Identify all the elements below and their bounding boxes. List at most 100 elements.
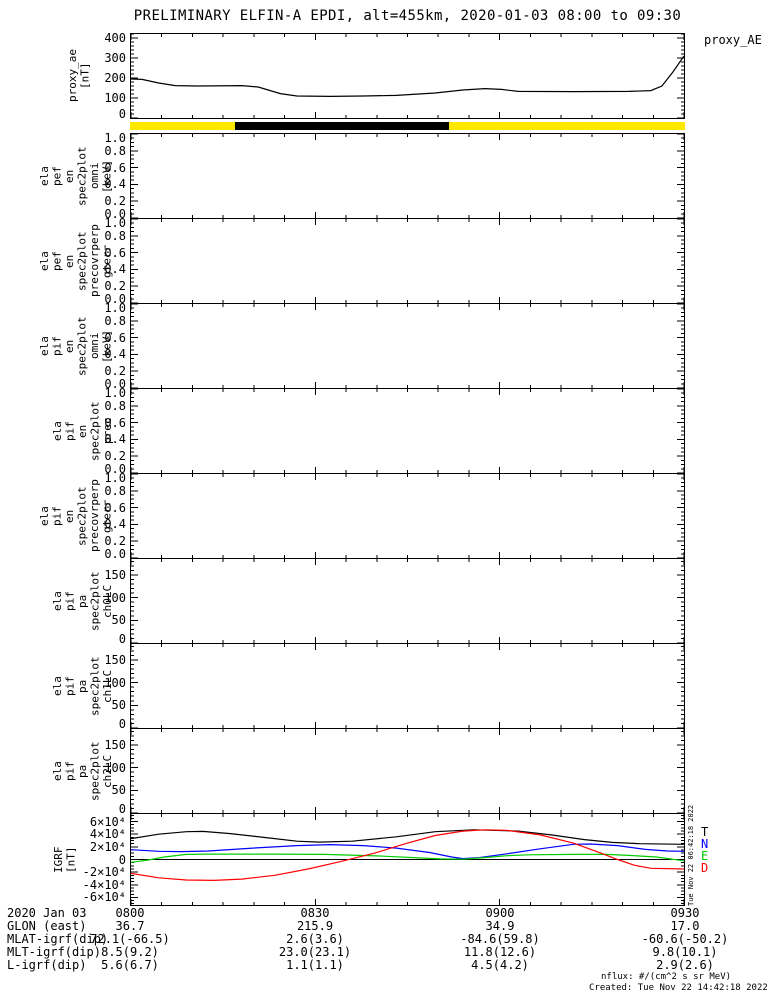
panel-proxy_ae	[130, 33, 685, 119]
ytick-label-ela_pef_en_spec2plot_omni: 0.6	[104, 160, 126, 175]
annotation-row: 2020 Jan 03 0800 0830 0900 0930	[0, 907, 775, 920]
annotation-value: 4.5(4.2)	[471, 958, 529, 972]
annotation-value: 36.7	[115, 919, 145, 933]
ytick-label-ela_pif_en_spec2plot_omni: 0.8	[104, 313, 126, 328]
ytick-label-ela_pif_pa_spec2plot_ch2LC: 0	[118, 802, 126, 816]
ytick-label-ela_pif_en_spec2plot_omni: 0.0	[104, 377, 126, 391]
ytick-label-ela_pif_en_spec2plot_omni: 0.4	[104, 347, 126, 362]
trace-T	[131, 829, 684, 845]
ytick-label-ela_pif_en_spec2plot_omni: 0.2	[104, 364, 126, 379]
legend-entry-D: D	[701, 861, 709, 875]
ytick-label-ela_pef_en_spec2plot_precovrperp_gterr: 0.2	[104, 279, 126, 294]
ytick-label-ela_pif_en_spec2plot_prec: 0.6	[104, 415, 126, 430]
ytick-label-ela_pef_en_spec2plot_precovrperp_gterr: 0.0	[104, 292, 126, 306]
ytick-label-igrf: -2×10⁴	[82, 865, 126, 880]
trace-proxy_ae	[131, 55, 684, 98]
ytick-label-ela_pif_pa_spec2plot_ch2LC: 150	[104, 737, 126, 752]
ytick-label-igrf: 6×10⁴	[89, 814, 126, 829]
ytick-label-ela_pef_en_spec2plot_omni: 1.0	[104, 131, 126, 145]
status-bar	[130, 122, 685, 130]
ytick-label-proxy_ae: 400	[104, 31, 126, 45]
ytick-label-ela_pif_pa_spec2plot_ch0LC: 150	[104, 567, 126, 582]
footer: nflux: #/(cm^2 s sr MeV) Created: Tue No…	[589, 972, 768, 994]
ytick-label-proxy_ae: 200	[104, 71, 126, 85]
ytick-label-igrf: 0	[118, 852, 126, 867]
legend-entry-E: E	[701, 849, 709, 863]
annotation-value: 8.5(9.2)	[101, 945, 159, 959]
footer-created: Created: Tue Nov 22 14:42:18 2022	[589, 983, 768, 993]
annotation-row-label: 2020 Jan 03	[7, 906, 87, 920]
ytick-label-ela_pif_en_spec2plot_precovrperp_gterr: 0.0	[104, 547, 126, 561]
ytick-label-proxy_ae: 100	[104, 91, 126, 105]
ytick-label-ela_pif_pa_spec2plot_ch1LC: 150	[104, 652, 126, 667]
ytick-label-ela_pef_en_spec2plot_precovrperp_gterr: 0.8	[104, 228, 126, 243]
ytick-label-ela_pif_pa_spec2plot_ch2LC: 50	[111, 783, 126, 798]
trace-D	[131, 829, 684, 882]
ytick-label-ela_pef_en_spec2plot_precovrperp_gterr: 0.4	[104, 262, 126, 277]
annotation-row-label: MLT-igrf(dip)	[7, 945, 101, 959]
ytick-label-igrf: -6×10⁴	[82, 890, 126, 905]
annotation-value: 0830	[300, 906, 330, 920]
ytick-label-ela_pef_en_spec2plot_omni: 0.8	[104, 143, 126, 158]
ytick-label-ela_pif_en_spec2plot_precovrperp_gterr: 1.0	[104, 471, 126, 485]
ytick-label-ela_pif_pa_spec2plot_ch1LC: 0	[118, 717, 126, 731]
annotation-value: 34.9	[485, 919, 515, 933]
ytick-label-ela_pef_en_spec2plot_precovrperp_gterr: 1.0	[104, 216, 126, 230]
panel-igrf	[130, 813, 685, 906]
annotation-value: 23.0(23.1)	[278, 945, 352, 959]
ytick-label-igrf: 2×10⁴	[89, 839, 126, 854]
ytick-label-ela_pif_en_spec2plot_omni: 1.0	[104, 301, 126, 315]
ytick-label-ela_pif_en_spec2plot_prec: 0.2	[104, 449, 126, 464]
ytick-label-ela_pif_pa_spec2plot_ch0LC: 0	[118, 632, 126, 646]
annotation-value: 0900	[485, 906, 515, 920]
ytick-label-ela_pif_en_spec2plot_precovrperp_gterr: 0.8	[104, 483, 126, 498]
annotation-value: 0930	[670, 906, 700, 920]
ytick-label-ela_pif_en_spec2plot_precovrperp_gterr: 0.2	[104, 534, 126, 549]
legend-entry-T: T	[701, 825, 709, 839]
ytick-label-ela_pif_en_spec2plot_precovrperp_gterr: 0.4	[104, 517, 126, 532]
annotation-value: 5.6(6.7)	[101, 958, 159, 972]
annotation-row-label: L-igrf(dip)	[7, 958, 87, 972]
ytick-label-ela_pif_en_spec2plot_prec: 1.0	[104, 386, 126, 400]
annotation-row: GLON (east) 36.7 215.9 34.9 17.0	[0, 920, 775, 933]
ytick-label-proxy_ae: 0	[118, 107, 126, 121]
ytick-label-ela_pef_en_spec2plot_omni: 0.4	[104, 177, 126, 192]
ytick-label-proxy_ae: 300	[104, 51, 126, 65]
ytick-label-ela_pif_pa_spec2plot_ch1LC: 50	[111, 698, 126, 713]
ytick-label-igrf: 4×10⁴	[89, 827, 126, 842]
annotation-row: L-igrf(dip) 5.6(6.7) 1.1(1.1) 4.5(4.2) 2.9(2…	[0, 959, 775, 972]
annotation-value: 2.9(2.6)	[656, 958, 714, 972]
trace-E	[131, 853, 684, 863]
ytick-label-ela_pef_en_spec2plot_omni: 0.0	[104, 207, 126, 221]
annotation-value: -84.6(59.8)	[460, 932, 540, 946]
ytick-label-igrf: -4×10⁴	[82, 877, 126, 892]
ytick-label-ela_pif_en_spec2plot_prec: 0.4	[104, 432, 126, 447]
annotation-value: 215.9	[296, 919, 334, 933]
page-title: PRELIMINARY ELFIN-A EPDI, alt=455km, 202…	[133, 8, 682, 24]
annotation-row-label: GLON (east)	[7, 919, 87, 933]
annotation-value: 72.1(-66.5)	[90, 932, 170, 946]
status-bar-segment	[235, 122, 450, 130]
annotation-row-label: MLAT-igrf(dip)	[7, 932, 109, 946]
annotation-value: 9.8(10.1)	[652, 945, 718, 959]
ytick-label-ela_pif_pa_spec2plot_ch0LC: 50	[111, 613, 126, 628]
annotation-value: -60.6(-50.2)	[641, 932, 729, 946]
ytick-label-ela_pif_en_spec2plot_precovrperp_gterr: 0.6	[104, 500, 126, 515]
status-bar-segment	[130, 122, 236, 130]
footer-units: nflux: #/(cm^2 s sr MeV)	[601, 972, 732, 982]
ytick-label-ela_pif_en_spec2plot_omni: 0.6	[104, 330, 126, 345]
annotation-value: 0800	[115, 906, 145, 920]
annotation-value: 1.1(1.1)	[286, 958, 344, 972]
ytick-label-ela_pif_en_spec2plot_prec: 0.0	[104, 462, 126, 476]
annotation-row: MLAT-igrf(dip) 72.1(-66.5) 2.6(3.6) -84.6(5…	[0, 933, 775, 946]
ytick-label-ela_pef_en_spec2plot_omni: 0.2	[104, 194, 126, 209]
annotation-value: 11.8(12.6)	[463, 945, 537, 959]
annotation-row: MLT-igrf(dip) 8.5(9.2) 23.0(23.1) 11.8(12.6…	[0, 946, 775, 959]
ytick-label-ela_pef_en_spec2plot_precovrperp_gterr: 0.6	[104, 245, 126, 260]
ytick-label-ela_pif_pa_spec2plot_ch2LC: 100	[104, 760, 126, 775]
ytick-label-ela_pif_en_spec2plot_prec: 0.8	[104, 398, 126, 413]
